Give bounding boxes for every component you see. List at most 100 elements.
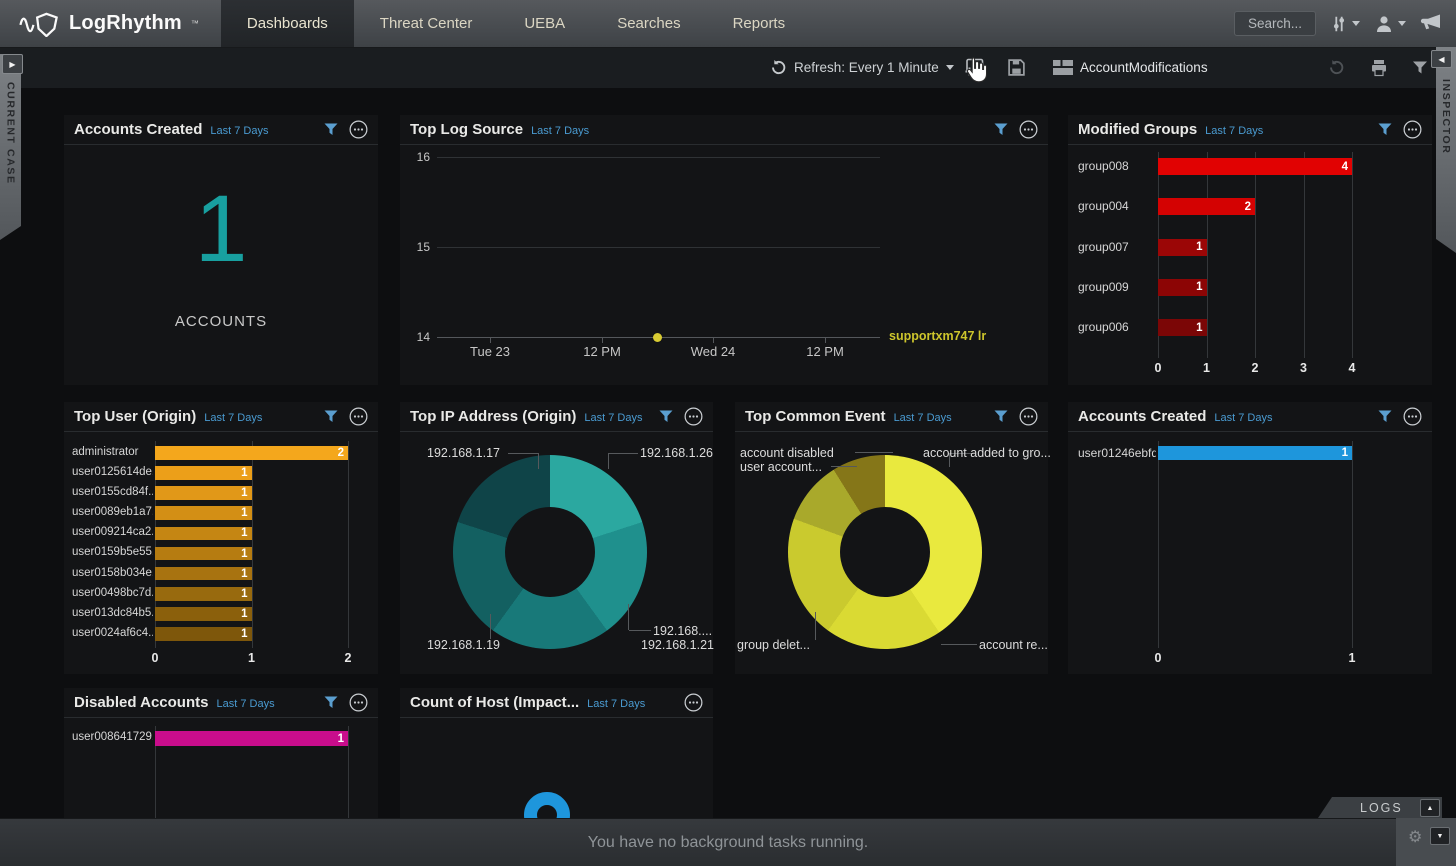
print-button[interactable]: [1370, 47, 1388, 88]
donut-segment-label: account added to gro...: [923, 446, 1051, 460]
bar[interactable]: 1: [155, 607, 252, 621]
x-tick-label: 0: [1154, 361, 1162, 375]
filter-icon[interactable]: [1378, 410, 1392, 423]
more-icon[interactable]: [349, 120, 368, 139]
nav-tab-ueba[interactable]: UEBA: [524, 15, 566, 32]
bar[interactable]: 2: [155, 446, 348, 460]
undo-icon: [1330, 59, 1344, 75]
bar-value: 1: [241, 547, 248, 560]
donut-segment-label: 192.168.1.21: [641, 638, 714, 652]
filter-icon[interactable]: [1378, 123, 1392, 136]
user-icon[interactable]: [1374, 14, 1406, 34]
bar[interactable]: 1: [155, 587, 252, 601]
status-message: You have no background tasks running.: [587, 834, 869, 851]
bar[interactable]: 1: [155, 731, 348, 746]
widget-range: Last 7 Days: [893, 411, 952, 424]
widget-range: Last 7 Days: [1205, 124, 1264, 137]
widget-range: Last 7 Days: [584, 411, 643, 424]
bar[interactable]: 1: [1158, 446, 1352, 460]
x-tick-label: 0: [151, 651, 159, 665]
label-leader-line: [608, 453, 609, 469]
inspector-tab[interactable]: INSPECTOR: [1436, 47, 1456, 253]
more-icon[interactable]: [684, 407, 703, 426]
label-leader-line: [949, 453, 975, 454]
donut-chart[interactable]: [453, 455, 647, 649]
more-icon[interactable]: [684, 693, 703, 712]
nav-tab-threat-center[interactable]: Threat Center: [379, 15, 473, 32]
current-case-label: CURRENT CASE: [4, 82, 17, 185]
bar-label: user0024af6c4...: [72, 626, 153, 639]
legend-entry[interactable]: supportxm747 lr: [889, 329, 987, 343]
more-icon[interactable]: [349, 407, 368, 426]
bar[interactable]: 4: [1158, 158, 1352, 175]
x-gridline: [1352, 152, 1353, 358]
nav-tab-dashboards[interactable]: Dashboards: [220, 0, 354, 47]
x-tick-label: 1: [1203, 361, 1210, 375]
bar[interactable]: 1: [1158, 238, 1207, 256]
undo-button[interactable]: [1328, 47, 1345, 88]
widget-range: Last 7 Days: [1214, 411, 1273, 424]
bar[interactable]: 1: [155, 546, 252, 561]
widget-top-log-source: Top Log Source Last 7 Days 16 15 14 Tue 23 12…: [400, 115, 1048, 385]
more-icon[interactable]: [1019, 407, 1038, 426]
bar[interactable]: 1: [155, 627, 252, 641]
bar[interactable]: 1: [155, 566, 252, 581]
label-leader-line: [608, 453, 638, 454]
filter-icon[interactable]: [324, 123, 338, 136]
bar[interactable]: 1: [155, 466, 252, 480]
data-point[interactable]: [652, 332, 662, 342]
more-icon[interactable]: [1403, 407, 1422, 426]
filter-icon[interactable]: [994, 410, 1008, 423]
donut-segment-label: account re...: [979, 638, 1048, 652]
refresh-control[interactable]: Refresh: Every 1 Minute: [770, 47, 954, 88]
collapse-left-icon[interactable]: ◀: [1431, 50, 1452, 68]
bar-label: group006: [1078, 320, 1129, 335]
x-tick-label: 12 PM: [806, 344, 844, 359]
up-arrow-icon[interactable]: ▲: [1420, 799, 1440, 817]
current-case-tab[interactable]: CURRENT CASE: [0, 54, 21, 240]
filter-icon[interactable]: [324, 696, 338, 709]
x-tick-label: 2: [1251, 361, 1259, 375]
donut-segment-label: 192.168.1.19: [427, 638, 500, 652]
bar[interactable]: 1: [155, 486, 252, 500]
filter-icon[interactable]: [994, 123, 1008, 136]
donut-segment-label: 192.168.1.17: [427, 446, 500, 460]
sliders-icon[interactable]: [1330, 14, 1360, 34]
more-icon[interactable]: [349, 693, 368, 712]
label-leader-line: [815, 612, 816, 640]
bar[interactable]: 2: [1158, 198, 1255, 216]
x-gridline: [348, 441, 349, 648]
nav-tab-reports[interactable]: Reports: [732, 15, 786, 32]
bar[interactable]: 1: [155, 526, 252, 541]
megaphone-icon[interactable]: [1420, 12, 1442, 36]
refresh-label: Refresh: Every 1 Minute: [794, 60, 939, 75]
nav-tab-searches[interactable]: Searches: [617, 15, 681, 32]
gear-icon[interactable]: ⚙: [1408, 829, 1423, 846]
down-arrow-icon[interactable]: ▼: [1430, 827, 1450, 845]
filter-button[interactable]: [1412, 47, 1428, 88]
dashboard-name: AccountModifications: [1080, 60, 1208, 75]
x-gridline: [1255, 152, 1256, 358]
donut-chart[interactable]: [788, 455, 982, 649]
x-tick-label: Wed 24: [690, 344, 736, 359]
bar[interactable]: 1: [1158, 319, 1207, 337]
dashboard-selector[interactable]: AccountModifications: [1053, 47, 1208, 88]
bar-value: 1: [241, 466, 248, 479]
filter-icon[interactable]: [324, 410, 338, 423]
donut-segment-label: user account...: [740, 460, 822, 474]
logs-tab[interactable]: LOGS: [1318, 797, 1442, 818]
bar-label: group008: [1078, 159, 1129, 174]
y-gridline: [437, 157, 880, 158]
more-icon[interactable]: [1019, 120, 1038, 139]
search-input[interactable]: Search...: [1233, 11, 1316, 36]
bar-label: user0159b5e55...: [72, 546, 153, 559]
label-leader-line: [855, 452, 893, 453]
bar[interactable]: 1: [1158, 278, 1207, 296]
bar[interactable]: 1: [155, 506, 252, 520]
more-icon[interactable]: [1403, 120, 1422, 139]
widget-top-ip-origin: Top IP Address (Origin) Last 7 Days 192.1…: [400, 402, 714, 674]
play-icon[interactable]: ▶: [2, 54, 23, 74]
save-dashboard-button[interactable]: [1007, 47, 1026, 88]
filter-icon[interactable]: [659, 410, 673, 423]
widget-range: Last 7 Days: [531, 124, 590, 137]
